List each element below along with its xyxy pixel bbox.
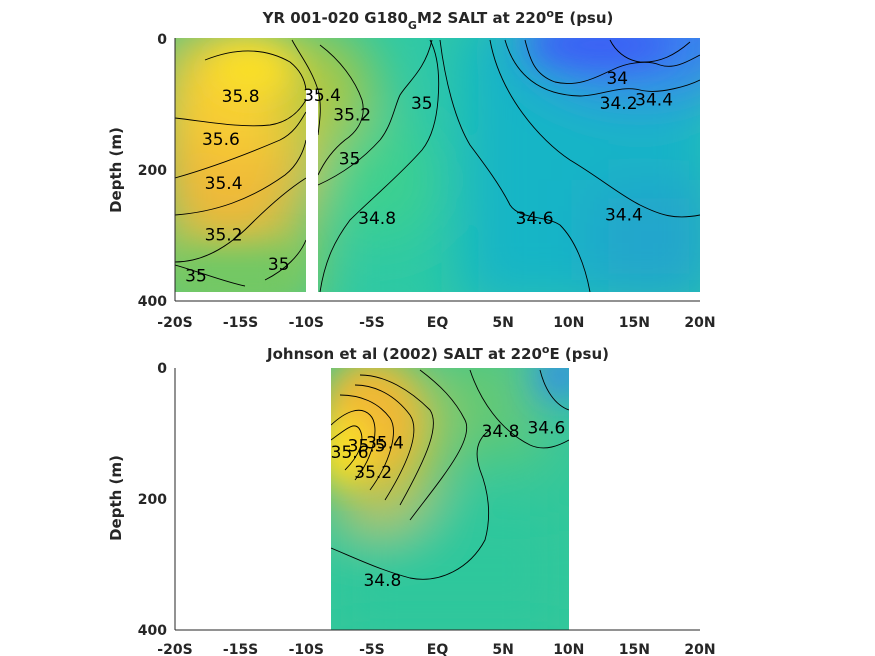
top-below-data xyxy=(175,292,700,301)
top-data-gap xyxy=(306,90,318,292)
x-tick: -20S xyxy=(157,642,192,656)
x-tick: 10N xyxy=(553,315,584,331)
contour-label: 35.5 xyxy=(348,437,386,457)
x-tick: 15N xyxy=(619,642,650,656)
x-tick: -10S xyxy=(289,642,324,656)
x-tick: EQ xyxy=(427,315,449,331)
contour-label: 35 xyxy=(185,267,207,287)
top-salinity-field xyxy=(175,38,700,292)
contour-label: 35 xyxy=(268,255,290,275)
bottom-salinity-field xyxy=(331,368,569,630)
contour-label: 34.8 xyxy=(482,422,520,442)
contour-label: 34.4 xyxy=(605,206,643,226)
contour-label: 35.4 xyxy=(366,433,404,453)
contour-label: 34.8 xyxy=(363,571,401,591)
contour-label: 35.8 xyxy=(222,87,260,107)
contour-label: 35.2 xyxy=(205,225,243,245)
contour-label: 34.4 xyxy=(635,91,673,111)
bottom-x-ticks: -20S -15S -10S -5S EQ 5N 10N 15N 20N xyxy=(157,642,715,656)
contour-label: 34.2 xyxy=(600,94,638,114)
x-tick: 15N xyxy=(619,315,650,331)
y-tick: 0 xyxy=(157,32,167,48)
bottom-contours xyxy=(331,369,569,580)
x-tick: -5S xyxy=(359,642,385,656)
x-tick: -15S xyxy=(223,315,258,331)
x-tick: 20N xyxy=(684,315,715,331)
y-tick: 200 xyxy=(138,163,167,179)
y-tick: 0 xyxy=(157,361,167,377)
contour-label: 35.6 xyxy=(202,130,240,150)
x-tick: -20S xyxy=(157,315,192,331)
contour-label: 35 xyxy=(411,94,433,114)
x-tick: 20N xyxy=(684,642,715,656)
bottom-y-ticks: 0 200 400 xyxy=(138,361,167,639)
top-x-ticks: -20S -15S -10S -5S EQ 5N 10N 15N 20N xyxy=(157,315,715,331)
x-tick: 5N xyxy=(492,642,513,656)
y-tick: 200 xyxy=(138,492,167,508)
contour-label: 34.6 xyxy=(516,209,554,229)
contour-label: 35.4 xyxy=(303,86,341,106)
bottom-contour-labels: 34.8 34.6 35.635.535.4 35.2 34.8 xyxy=(331,418,566,591)
bottom-panel: Johnson et al (2002) SALT at 220oE (psu) xyxy=(107,343,716,656)
y-tick: 400 xyxy=(138,294,167,310)
x-tick: -5S xyxy=(359,315,385,331)
x-tick: EQ xyxy=(427,642,449,656)
top-y-axis-label: Depth (m) xyxy=(107,127,125,213)
contour-label: 34.6 xyxy=(527,418,565,438)
top-contours xyxy=(175,39,700,292)
bottom-y-axis-label: Depth (m) xyxy=(107,455,125,541)
x-tick: 5N xyxy=(492,315,513,331)
contour-label: 34.8 xyxy=(358,209,396,229)
top-panel: YR 001-020 G180GM2 SALT at 220oE (psu) xyxy=(107,7,716,331)
bottom-title: Johnson et al (2002) SALT at 220oE (psu) xyxy=(266,343,609,363)
top-y-ticks: 0 200 400 xyxy=(138,32,167,310)
x-tick: 10N xyxy=(553,642,584,656)
contour-label: 35.6 xyxy=(331,443,369,463)
contour-label: 35.4 xyxy=(205,174,243,194)
contour-label: 35.2 xyxy=(333,106,371,126)
contour-label: 35.2 xyxy=(354,463,392,483)
y-tick: 400 xyxy=(138,623,167,639)
x-tick: -10S xyxy=(289,315,324,331)
contour-label: 35 xyxy=(339,150,361,170)
x-tick: -15S xyxy=(223,642,258,656)
top-title: YR 001-020 G180GM2 SALT at 220oE (psu) xyxy=(262,7,614,32)
contour-label: 34 xyxy=(606,69,628,89)
